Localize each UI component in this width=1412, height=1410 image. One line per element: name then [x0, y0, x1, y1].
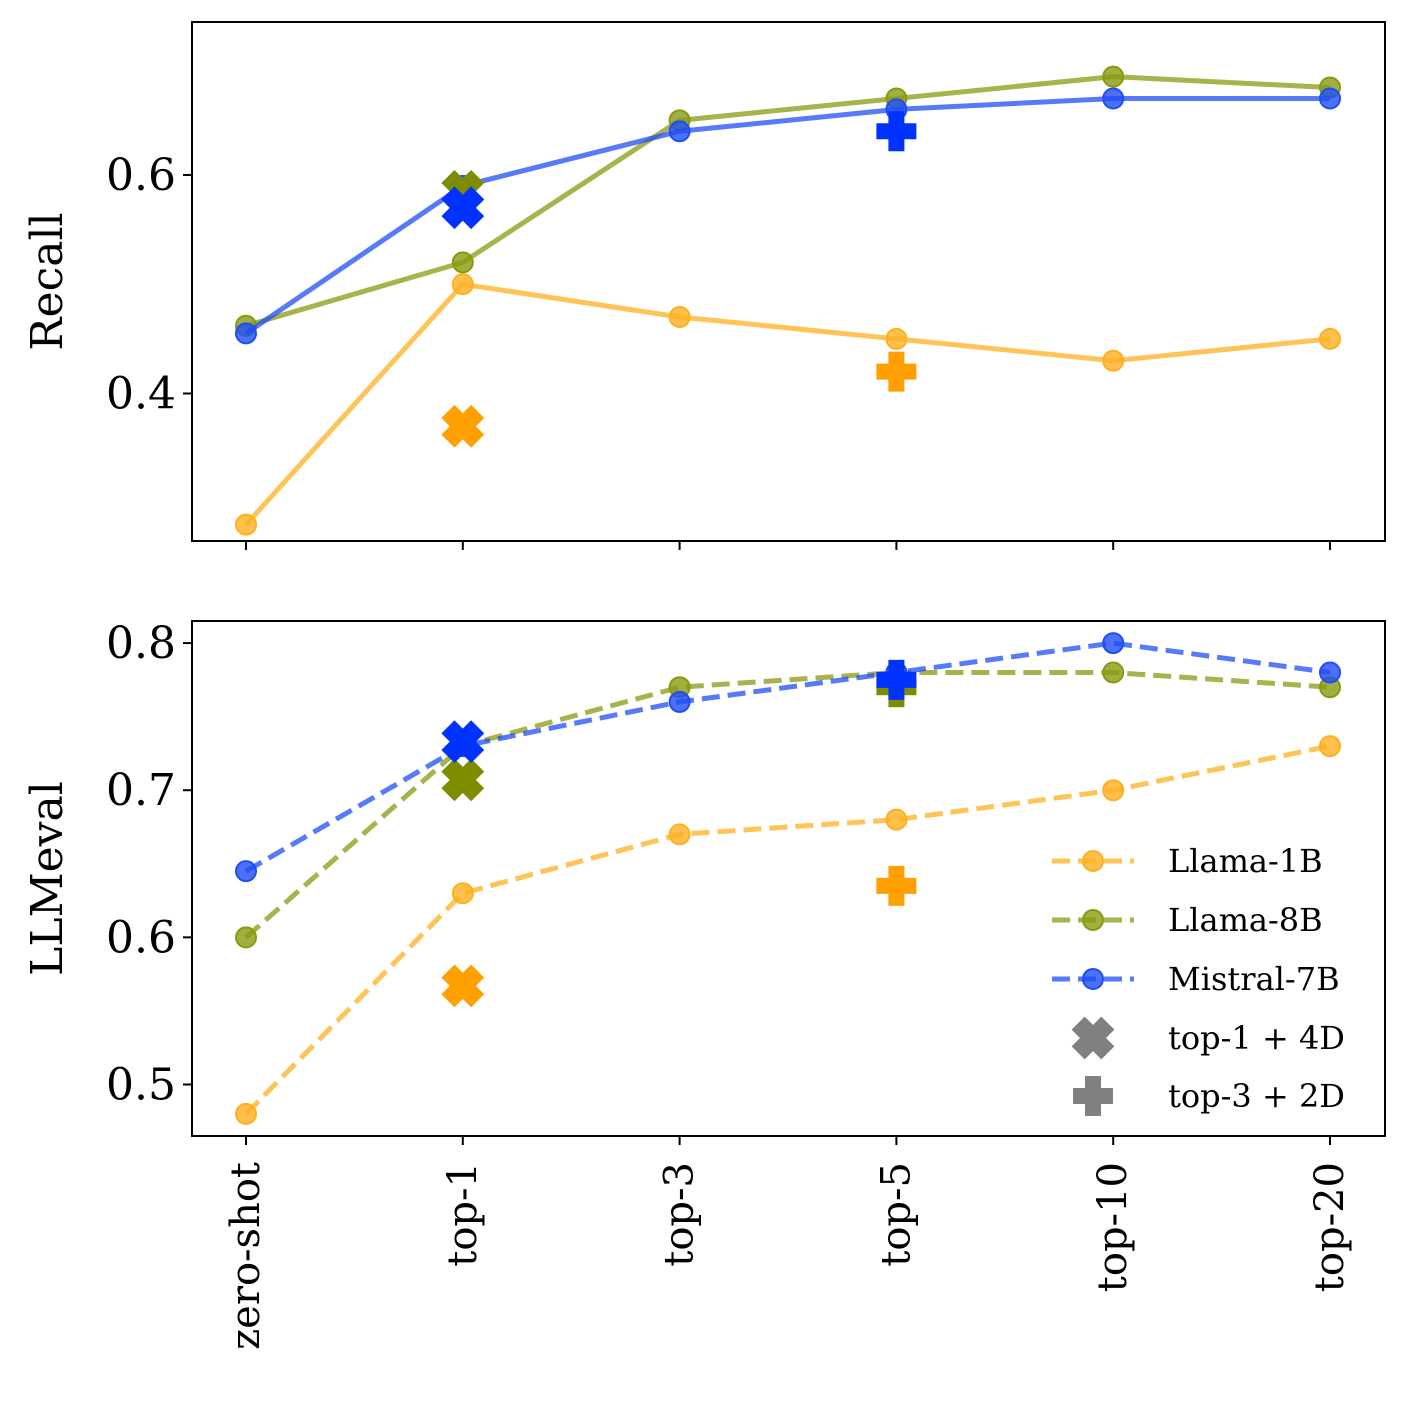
llmeval-ytick-label: 0.8 — [106, 618, 176, 669]
llmeval-marker-top-3-2d-mistral-7b — [876, 659, 917, 700]
llmeval-point-llama-1b-top-10 — [1102, 779, 1125, 802]
llmeval-point-llama-1b-top-1 — [451, 882, 474, 905]
recall-series-line-mistral-7b — [244, 95, 1330, 336]
x-tick-label-top-5: top-5 — [873, 1162, 919, 1267]
recall-point-mistral-7b-top-3 — [668, 120, 691, 143]
llmeval-point-llama-1b-top-3 — [668, 823, 691, 846]
recall-point-llama-1b-top-10 — [1102, 349, 1125, 372]
llmeval-ylabel: LLMeval — [22, 781, 73, 976]
recall-point-llama-1b-zero-shot — [235, 513, 257, 536]
llmeval-marker-top-1-4d-mistral-7b — [441, 720, 485, 764]
llmeval-point-llama-1b-top-20 — [1319, 735, 1341, 758]
recall-point-mistral-7b-top-10 — [1102, 87, 1125, 110]
legend-point-llama-1b — [1082, 850, 1104, 872]
legend-marker-plus — [1073, 1076, 1113, 1116]
x-tick-label-top-3: top-3 — [657, 1162, 703, 1267]
x-tick-label-zero-shot: zero-shot — [223, 1162, 269, 1350]
llmeval-point-mistral-7b-zero-shot — [235, 860, 257, 883]
recall-marker-top-3-2d-mistral-7b — [876, 111, 917, 152]
legend-label-llama-1b: Llama-1B — [1168, 842, 1323, 880]
recall-ytick-label: 0.6 — [106, 150, 176, 201]
recall-series-line-llama-1b — [244, 281, 1331, 527]
legend-point-llama-8b — [1082, 909, 1104, 931]
llmeval-point-llama-8b-zero-shot — [235, 926, 257, 949]
x-tick-label-top-1: top-1 — [440, 1162, 486, 1267]
recall-ytick-label: 0.4 — [106, 368, 176, 419]
llmeval-ytick-label: 0.5 — [106, 1060, 176, 1111]
x-tick-label-top-10: top-10 — [1090, 1162, 1136, 1292]
llmeval-plot-frame — [191, 620, 1386, 1137]
llmeval-point-mistral-7b-top-20 — [1319, 661, 1341, 684]
recall-ylabel: Recall — [22, 212, 73, 350]
legend: Llama-1B Llama-8B Mistral-7B top-1 + 4D top-… — [1052, 842, 1345, 1116]
recall-point-llama-8b-top-10 — [1102, 65, 1125, 88]
recall-series-line-llama-8b — [245, 74, 1331, 329]
recall-point-llama-1b-top-1 — [451, 273, 474, 296]
llmeval-point-llama-1b-top-5 — [885, 808, 908, 831]
recall-point-mistral-7b-top-20 — [1319, 87, 1341, 110]
llmeval-marker-top-1-4d-llama-1b — [441, 964, 485, 1008]
llmeval-ytick-label: 0.6 — [106, 912, 176, 963]
recall-plot-frame — [191, 21, 1386, 542]
legend-marker-x — [1071, 1016, 1115, 1060]
llmeval-series-line-mistral-7b — [244, 640, 1331, 874]
legend-label-top-3-2d: top-3 + 2D — [1168, 1077, 1345, 1115]
legend-label-top-1-4d: top-1 + 4D — [1168, 1019, 1345, 1057]
llmeval-ytick-label: 0.7 — [106, 765, 176, 816]
llmeval-marker-top-1-4d-llama-8b — [441, 758, 485, 802]
recall-marker-top-1-4d-llama-1b — [441, 404, 485, 448]
panel-recall: 0.4 0.6 Recall — [22, 21, 1386, 550]
llmeval-point-llama-8b-top-10 — [1102, 661, 1125, 684]
legend-label-mistral-7b: Mistral-7B — [1168, 960, 1340, 998]
recall-marker-top-1-4d-mistral-7b — [441, 186, 485, 230]
recall-point-llama-1b-top-3 — [668, 306, 691, 329]
recall-point-llama-8b-top-1 — [451, 251, 474, 274]
recall-point-llama-1b-top-5 — [885, 327, 908, 350]
legend-point-mistral-7b — [1082, 968, 1104, 990]
legend-label-llama-8b: Llama-8B — [1168, 901, 1323, 939]
llmeval-point-mistral-7b-top-10 — [1102, 632, 1125, 655]
x-tick-label-top-20: top-20 — [1307, 1162, 1353, 1292]
recall-point-mistral-7b-zero-shot — [235, 322, 257, 345]
recall-marker-top-3-2d-llama-1b — [876, 351, 917, 392]
llmeval-point-llama-1b-zero-shot — [235, 1102, 257, 1125]
llmeval-point-mistral-7b-top-3 — [668, 690, 691, 713]
llmeval-marker-top-3-2d-llama-1b — [876, 865, 917, 906]
recall-point-llama-1b-top-20 — [1319, 327, 1341, 350]
llmeval-series-line-llama-8b — [244, 670, 1331, 940]
panel-llmeval: 0.5 0.6 0.7 0.8 LLMeval — [22, 618, 1386, 1145]
